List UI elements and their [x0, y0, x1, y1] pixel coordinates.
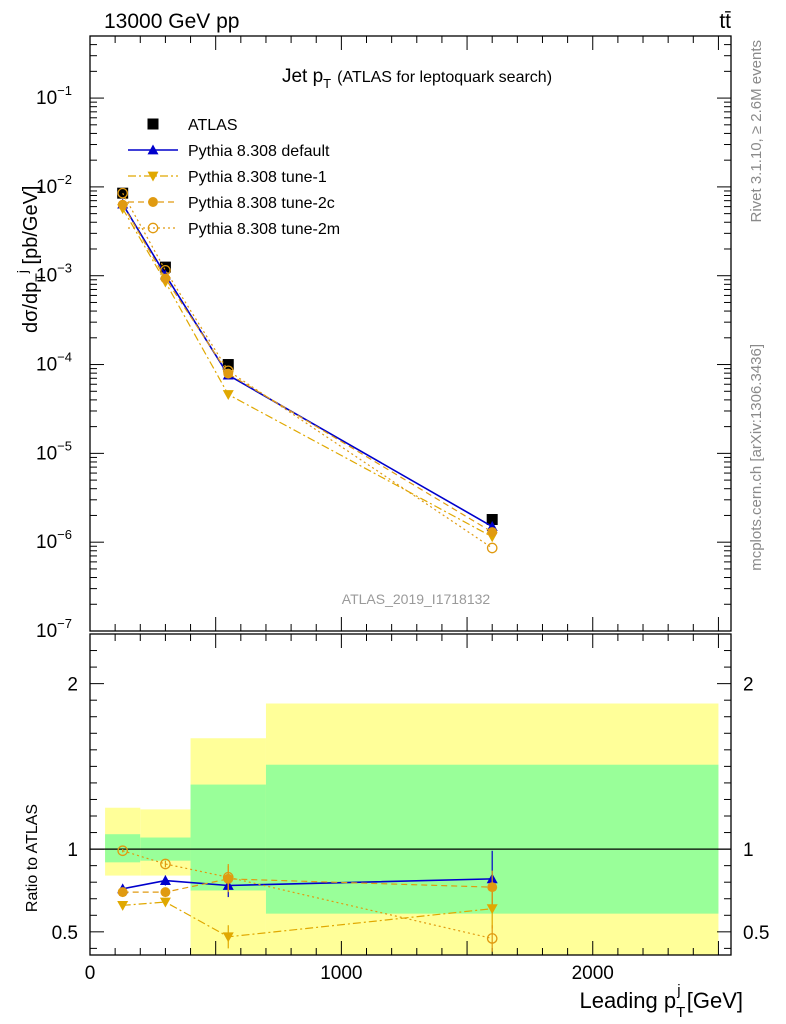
- data-point: [486, 514, 498, 526]
- series-line: [122, 208, 493, 538]
- ratio-frame: [89, 633, 732, 956]
- chart-title: Jet pT (ATLAS for leptoquark search): [282, 66, 552, 91]
- ratio-series-line: [122, 850, 493, 940]
- data-point: [223, 368, 234, 379]
- data-point: [222, 359, 234, 371]
- legend-marker: [147, 171, 159, 182]
- ratio-data-point: [117, 900, 129, 911]
- data-point: [117, 199, 128, 210]
- ratio-y-tick-label: 2: [67, 675, 78, 696]
- legend-label: Pythia 8.308 tune-1: [188, 169, 327, 186]
- main-y-axis-label: dσ/dpTj [pb/GeV]: [14, 186, 48, 333]
- ratio-y-axis-label: Ratio to ATLAS: [24, 804, 41, 912]
- x-tick-label: 0: [85, 963, 96, 984]
- ratio-series-line: [122, 878, 493, 893]
- ratio-data-point: [159, 897, 171, 908]
- y-tick-label: 10−1: [36, 83, 72, 109]
- series-line: [122, 204, 493, 533]
- analysis-watermark: ATLAS_2019_I1718132: [342, 591, 491, 607]
- title-main: Jet p: [282, 66, 323, 87]
- ratio-data-point: [486, 933, 498, 944]
- ratio-data-point: [160, 858, 171, 870]
- ratio-series-line: [122, 901, 493, 938]
- legend-marker: [147, 144, 159, 155]
- ratio-series-line: [122, 878, 493, 890]
- legend: ATLAS Pythia 8.308 default Pythia 8.308 tu…: [128, 117, 340, 238]
- ratio-data-point: [487, 882, 498, 893]
- inner-uncertainty-band: [105, 834, 141, 863]
- main-panel: 10−1 10−2 10−3 10−4 10−5 10−6 10−7 ATLAS_2019_…: [14, 35, 732, 642]
- data-point: [159, 261, 171, 273]
- ratio-y-tick-label: 1: [67, 840, 78, 861]
- ratio-data-point: [222, 932, 234, 943]
- series-line: [121, 203, 493, 528]
- x-tick-label: 2000: [572, 963, 614, 984]
- collision-label: 13000 GeV pp: [104, 10, 239, 33]
- y-tick-label: 10−5: [36, 438, 72, 464]
- rivet-label: Rivet 3.1.10, ≥ 2.6M events: [748, 40, 765, 223]
- svg-text:dσ/dpTj [pb/GeV]: dσ/dpTj [pb/GeV]: [14, 186, 48, 333]
- y-tick-label: 10−2: [36, 172, 72, 198]
- x-axis-label: Leading pTj [GeV]: [579, 982, 743, 1021]
- ratio-data-point: [117, 887, 128, 898]
- y-tick-label: 10−3: [36, 261, 72, 287]
- data-point: [222, 365, 234, 377]
- x-tick-label: 1000: [320, 963, 362, 984]
- ratio-y-tick-label-right: 2: [743, 675, 754, 696]
- legend-marker: [147, 222, 159, 234]
- ratio-data-point: [486, 904, 498, 915]
- ratio-data-point: [159, 875, 171, 885]
- svg-text:Leading pTj [GeV]: Leading pTj [GeV]: [579, 982, 743, 1021]
- series-line: [122, 192, 493, 549]
- legend-marker: [148, 197, 158, 207]
- y-tick-label: 10−6: [36, 527, 72, 553]
- ratio-y-tick-label-right: 1: [743, 840, 754, 861]
- legend-label: Pythia 8.308 tune-2c: [188, 195, 335, 212]
- data-point: [160, 273, 171, 284]
- title-rest: (ATLAS for leptoquark search): [337, 69, 552, 86]
- legend-marker: [147, 118, 159, 130]
- data-point: [160, 265, 171, 276]
- legend-label: Pythia 8.308 tune-2m: [188, 221, 340, 238]
- ratio-panel: 0 1000 2000 0.5 0.5 1 1 2 2 Ratio to ATLAS Leadi…: [24, 633, 769, 1021]
- mcplots-label: mcplots.cern.ch [arXiv:1306.3436]: [748, 344, 765, 571]
- data-point: [487, 527, 498, 538]
- main-frame: [89, 35, 732, 632]
- legend-label: Pythia 8.308 default: [188, 143, 330, 160]
- y-tick-label: 10−4: [36, 350, 72, 376]
- legend-label: ATLAS: [188, 117, 238, 134]
- ratio-y-tick-label: 0.5: [52, 923, 78, 944]
- process-label: tt̄: [719, 10, 731, 33]
- svg-text:Jet pT(ATLAS for leptoquark se: Jet pT (ATLAS for leptoquark search): [282, 66, 552, 91]
- ratio-y-tick-label-right: 0.5: [743, 923, 769, 944]
- data-point: [222, 390, 234, 400]
- title-sub: T: [323, 76, 331, 91]
- data-point: [486, 542, 498, 554]
- ratio-data-point: [222, 871, 234, 883]
- data-point: [117, 187, 129, 199]
- y-tick-label: 10−7: [36, 616, 72, 642]
- ratio-data-point: [117, 845, 129, 857]
- ratio-data-point: [160, 887, 171, 898]
